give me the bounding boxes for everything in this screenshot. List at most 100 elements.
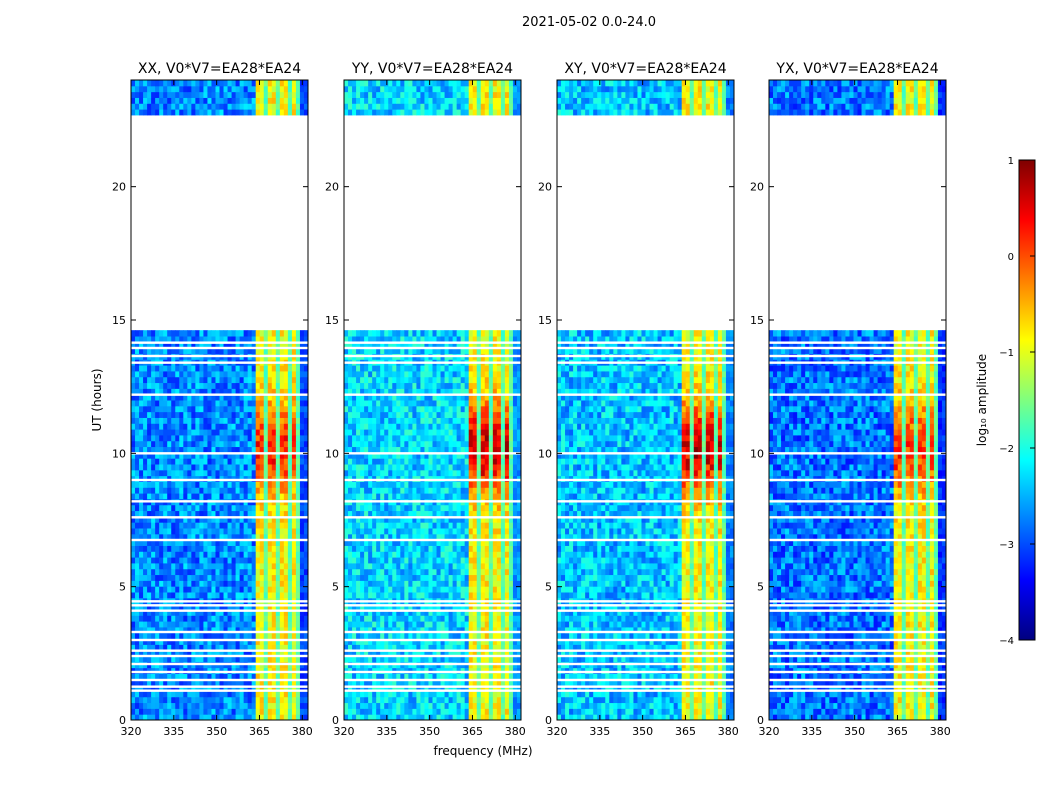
heatmap-cell bbox=[243, 609, 249, 616]
heatmap-cell bbox=[199, 493, 204, 500]
heatmap-cell bbox=[508, 493, 514, 500]
heatmap-cell bbox=[356, 493, 361, 500]
heatmap-cell bbox=[303, 621, 309, 628]
heatmap-cell bbox=[271, 91, 277, 98]
heatmap-cell bbox=[356, 685, 361, 692]
heatmap-cell bbox=[295, 708, 301, 715]
heatmap-cell bbox=[175, 109, 180, 116]
heatmap-cell bbox=[279, 400, 285, 407]
heatmap-cell bbox=[211, 533, 216, 541]
heatmap-cell bbox=[183, 574, 188, 581]
heatmap-cell bbox=[215, 493, 220, 500]
heatmap-cell bbox=[420, 702, 425, 709]
heatmap-cell bbox=[235, 685, 241, 692]
heatmap-cell bbox=[243, 621, 249, 628]
heatmap-cell bbox=[259, 417, 265, 424]
heatmap-cell bbox=[147, 632, 152, 640]
heatmap-cell bbox=[440, 545, 446, 552]
heatmap-cell bbox=[420, 603, 425, 610]
heatmap-cell bbox=[179, 522, 184, 529]
heatmap-cell bbox=[227, 568, 233, 576]
heatmap-cell bbox=[175, 685, 180, 692]
heatmap-cell bbox=[444, 690, 450, 698]
heatmap-cell bbox=[167, 330, 172, 337]
heatmap-cell bbox=[263, 388, 269, 395]
heatmap-cell bbox=[416, 516, 421, 523]
heatmap-cell bbox=[295, 685, 301, 692]
heatmap-cell bbox=[504, 632, 510, 640]
heatmap-cell bbox=[215, 109, 220, 116]
heatmap-cell bbox=[199, 673, 204, 680]
heatmap-cell bbox=[356, 562, 361, 570]
heatmap-cell bbox=[404, 539, 409, 546]
heatmap-cell bbox=[263, 493, 269, 500]
heatmap-cell bbox=[159, 464, 164, 471]
heatmap-cell bbox=[344, 516, 349, 523]
heatmap-cell bbox=[376, 638, 381, 645]
heatmap-cell bbox=[167, 109, 172, 116]
heatmap-cell bbox=[143, 592, 148, 599]
heatmap-cell bbox=[287, 388, 293, 395]
heatmap-cell bbox=[368, 696, 373, 704]
heatmap-cell bbox=[235, 574, 241, 581]
heatmap-cell bbox=[175, 592, 180, 599]
heatmap-cell bbox=[348, 557, 353, 564]
heatmap-cell bbox=[187, 562, 192, 570]
heatmap-cell bbox=[171, 609, 176, 616]
heatmap-cell bbox=[512, 708, 518, 715]
heatmap-cell bbox=[424, 504, 429, 512]
heatmap-cell bbox=[496, 562, 502, 570]
heatmap-cell bbox=[283, 423, 289, 430]
heatmap-cell bbox=[488, 702, 494, 709]
heatmap-cell bbox=[243, 400, 249, 407]
heatmap-cell bbox=[360, 516, 365, 523]
heatmap-cell bbox=[428, 626, 433, 634]
heatmap-cell bbox=[159, 533, 164, 541]
heatmap-cell bbox=[295, 626, 301, 634]
heatmap-cell bbox=[131, 429, 136, 436]
heatmap-cell bbox=[400, 673, 405, 680]
heatmap-cell bbox=[175, 347, 180, 354]
heatmap-cell bbox=[299, 97, 305, 104]
heatmap-cell bbox=[476, 650, 482, 657]
x-tick-label: 365 bbox=[249, 725, 270, 738]
heatmap-cell bbox=[275, 452, 281, 459]
heatmap-cell bbox=[404, 528, 409, 535]
heatmap-cell bbox=[412, 516, 417, 523]
heatmap-cell bbox=[159, 417, 164, 424]
heatmap-cell bbox=[496, 603, 502, 610]
heatmap-cell bbox=[412, 685, 417, 692]
heatmap-cell bbox=[352, 568, 357, 576]
heatmap-cell bbox=[231, 80, 237, 87]
heatmap-cell bbox=[163, 446, 168, 453]
heatmap-cell bbox=[472, 714, 478, 721]
heatmap-cell bbox=[344, 702, 349, 709]
heatmap-cell bbox=[195, 702, 200, 709]
heatmap-cell bbox=[424, 568, 429, 576]
heatmap-cell bbox=[195, 405, 200, 413]
heatmap-cell bbox=[279, 341, 285, 349]
heatmap-cell bbox=[159, 382, 164, 389]
heatmap-cell bbox=[183, 464, 188, 471]
heatmap-cell bbox=[388, 603, 393, 610]
heatmap-cell bbox=[464, 708, 470, 715]
heatmap-cell bbox=[295, 80, 301, 87]
heatmap-cell bbox=[267, 615, 273, 622]
heatmap-cell bbox=[227, 685, 233, 692]
heatmap-cell bbox=[135, 103, 140, 110]
heatmap-cell bbox=[456, 510, 462, 517]
heatmap-cell bbox=[396, 609, 401, 616]
heatmap-cell bbox=[303, 679, 309, 686]
heatmap-cell bbox=[223, 615, 229, 622]
heatmap-cell bbox=[508, 545, 514, 552]
heatmap-cell bbox=[275, 574, 281, 581]
heatmap-cell bbox=[195, 609, 200, 616]
heatmap-cell bbox=[211, 644, 216, 651]
heatmap-cell bbox=[135, 621, 140, 628]
heatmap-cell bbox=[380, 510, 385, 517]
heatmap-cell bbox=[452, 510, 458, 517]
heatmap-cell bbox=[384, 609, 389, 616]
heatmap-cell bbox=[215, 80, 220, 87]
heatmap-cell bbox=[227, 376, 233, 384]
heatmap-cell bbox=[283, 562, 289, 570]
